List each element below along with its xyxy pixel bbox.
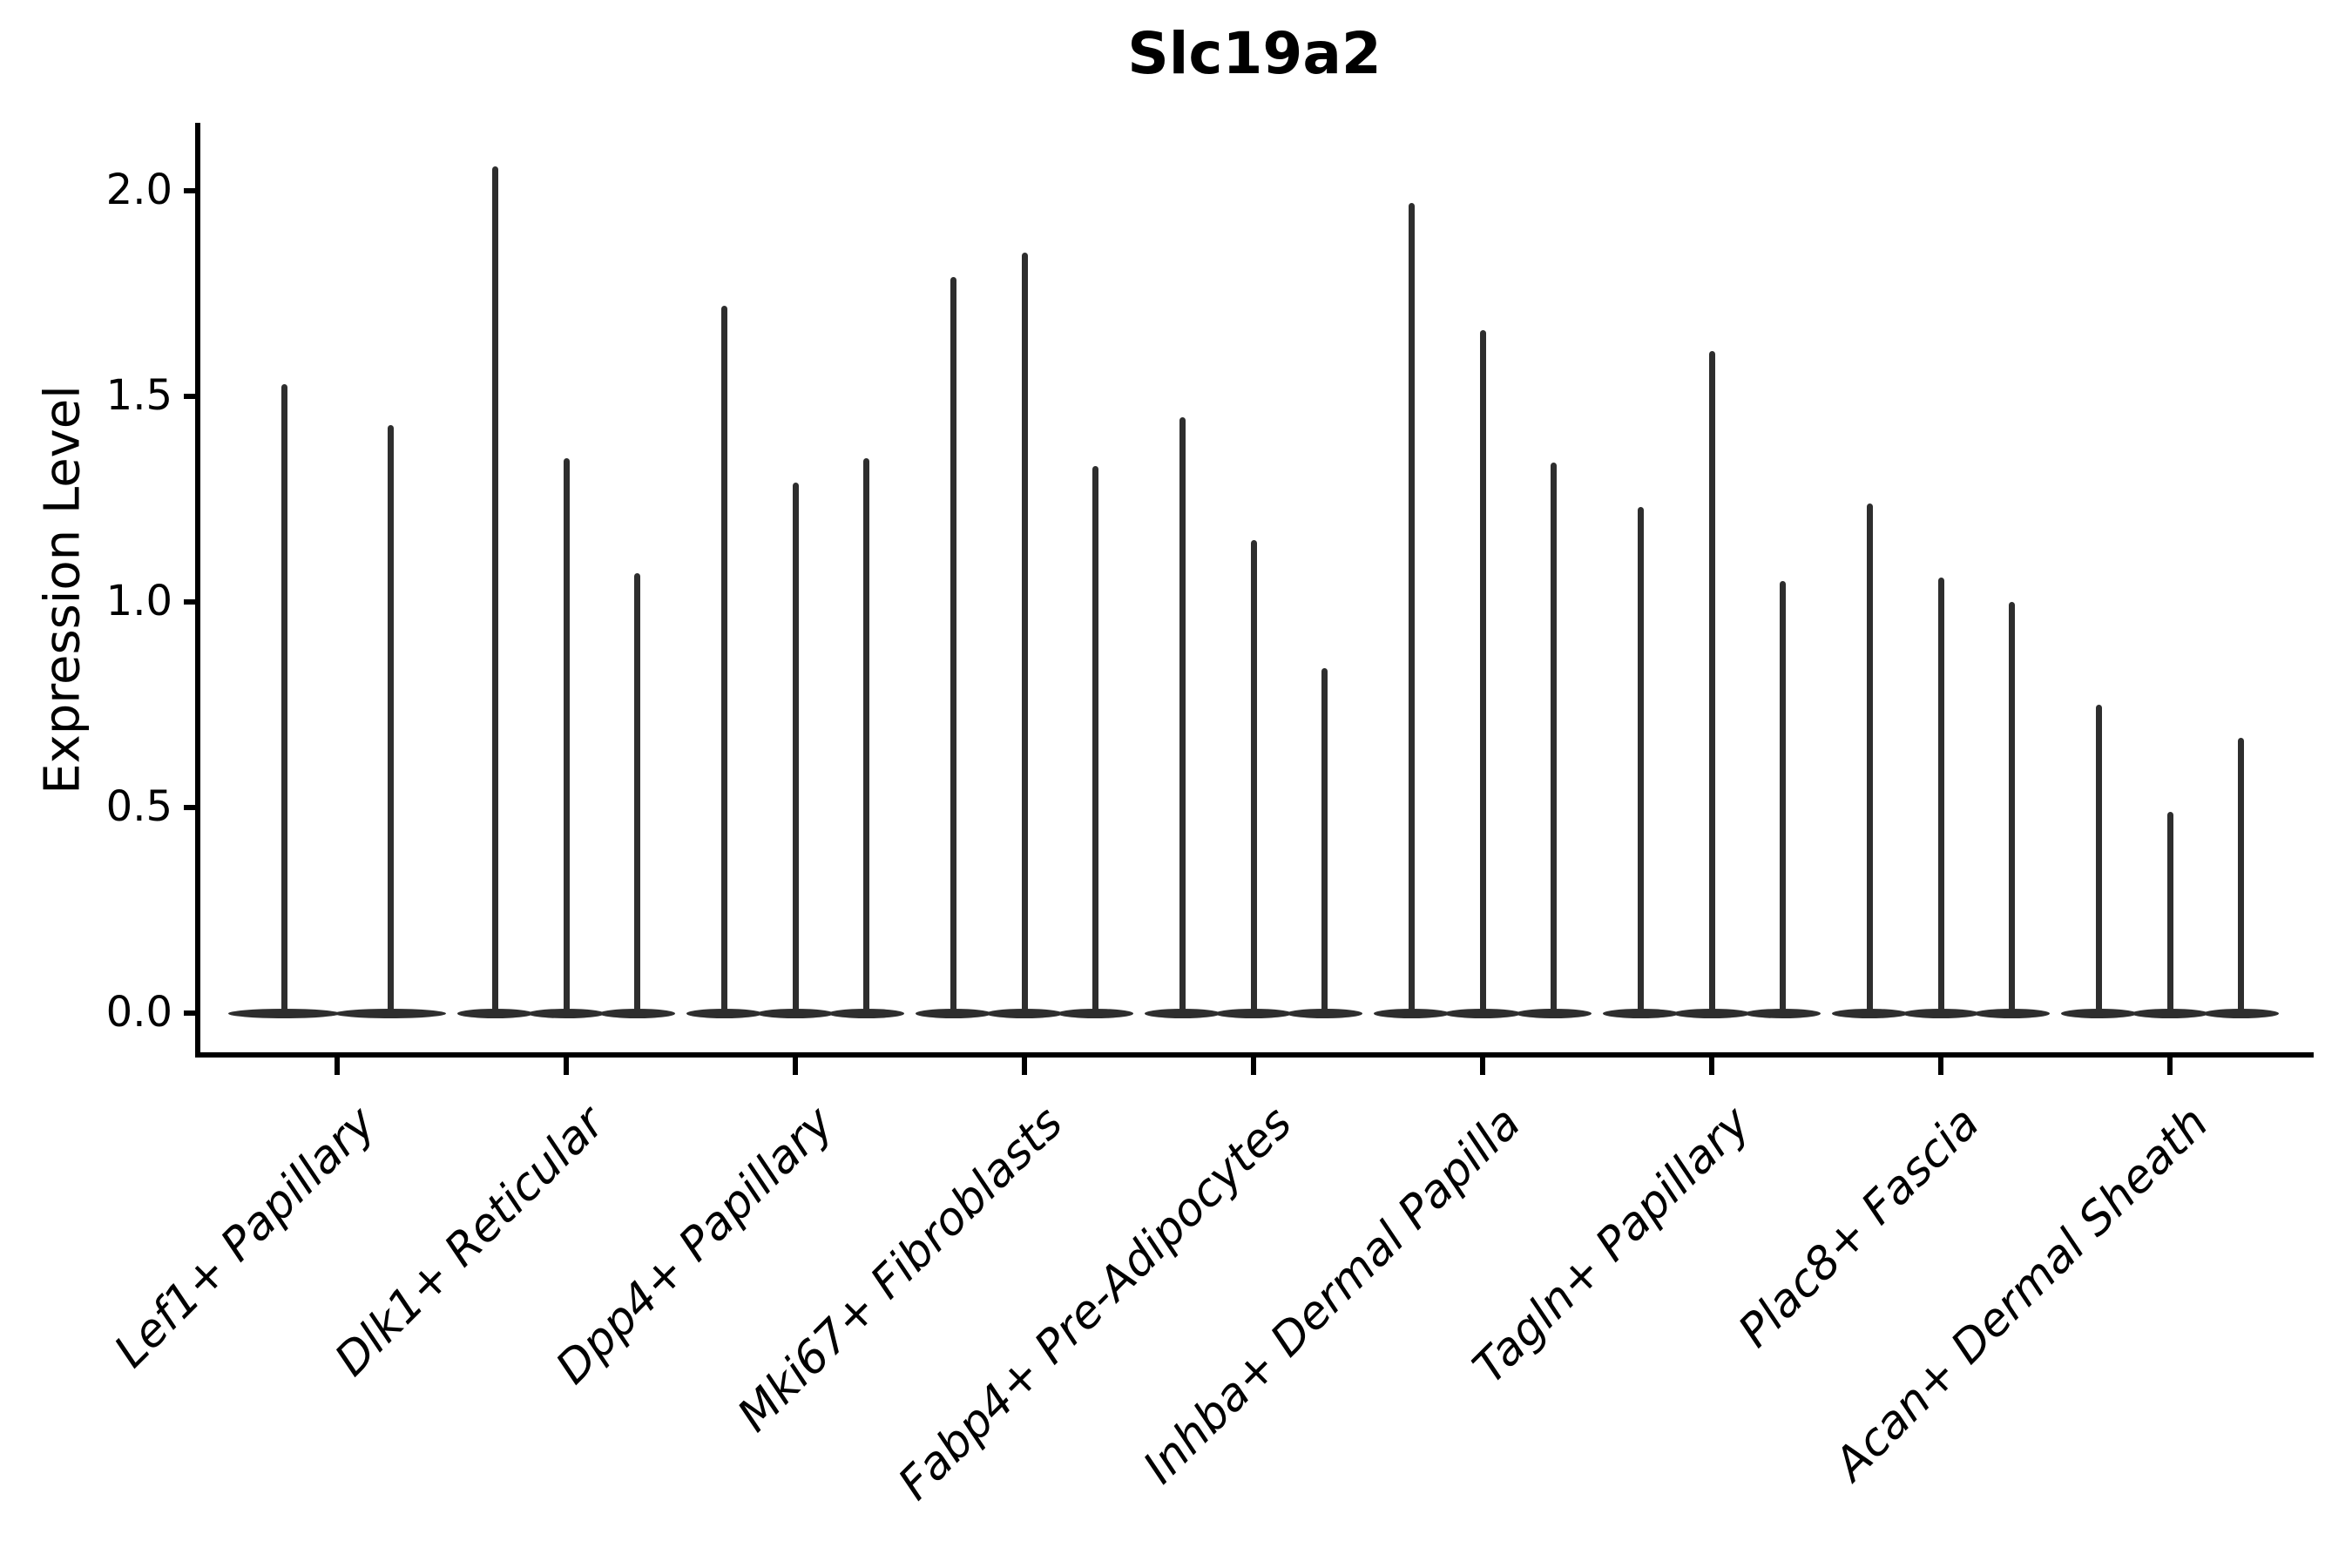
violin-spike [1550,462,1557,1016]
violin-spike [862,457,869,1016]
x-tick [1022,1058,1027,1075]
violin-spike [2096,705,2103,1016]
violin-spike [1867,503,1874,1016]
x-tick [335,1058,340,1075]
violin-spike [721,306,728,1016]
violin-spike [1021,252,1028,1016]
x-category-label: Fabp4+ Pre-Adipocytes [889,1097,1302,1511]
violin-spike [1937,577,1944,1016]
x-tick [1480,1058,1485,1075]
violin-spike [1638,507,1645,1016]
violin-spike [1708,351,1715,1016]
x-tick [2167,1058,2173,1075]
y-tick-label: 0.5 [105,782,172,832]
chart-title: Slc19a2 [1127,20,1382,87]
x-category-label: Acan+ Dermal Sheath [1824,1097,2219,1491]
y-tick-label: 1.5 [105,371,172,421]
violin-spike [1779,581,1786,1016]
x-tick [1709,1058,1714,1075]
violin-spike [387,425,394,1016]
violin-spike [280,383,287,1016]
violin-spike [792,483,799,1016]
violin-spike [1479,330,1486,1016]
violin-spike [633,572,640,1016]
violin-spike [1179,416,1186,1016]
y-tick [184,805,195,810]
violin-spike [492,166,499,1016]
y-tick [184,599,195,605]
violin-spike [563,457,570,1016]
y-tick [184,188,195,193]
y-tick [184,1010,195,1016]
violin-spike [2237,737,2244,1016]
y-tick-label: 0.0 [105,988,172,1037]
x-tick [1938,1058,1943,1075]
violin-spike [2166,811,2173,1016]
violin-spike [950,277,957,1016]
y-tick-label: 1.0 [105,577,172,626]
x-axis-spine [195,1052,2314,1058]
violin-spike [1250,540,1257,1016]
y-tick-label: 2.0 [105,166,172,215]
x-tick [793,1058,798,1075]
violin-spike [2008,602,2015,1016]
violin-spike [1409,203,1416,1016]
x-tick [1251,1058,1256,1075]
violin-spike [1092,466,1098,1016]
x-tick [564,1058,569,1075]
x-category-label: Inhba+ Dermal Papilla [1133,1097,1531,1494]
violin-spike [1321,667,1328,1016]
y-tick [184,394,195,399]
y-axis-spine [195,123,200,1058]
x-category-label: Plac8+ Fascia [1728,1097,1990,1358]
